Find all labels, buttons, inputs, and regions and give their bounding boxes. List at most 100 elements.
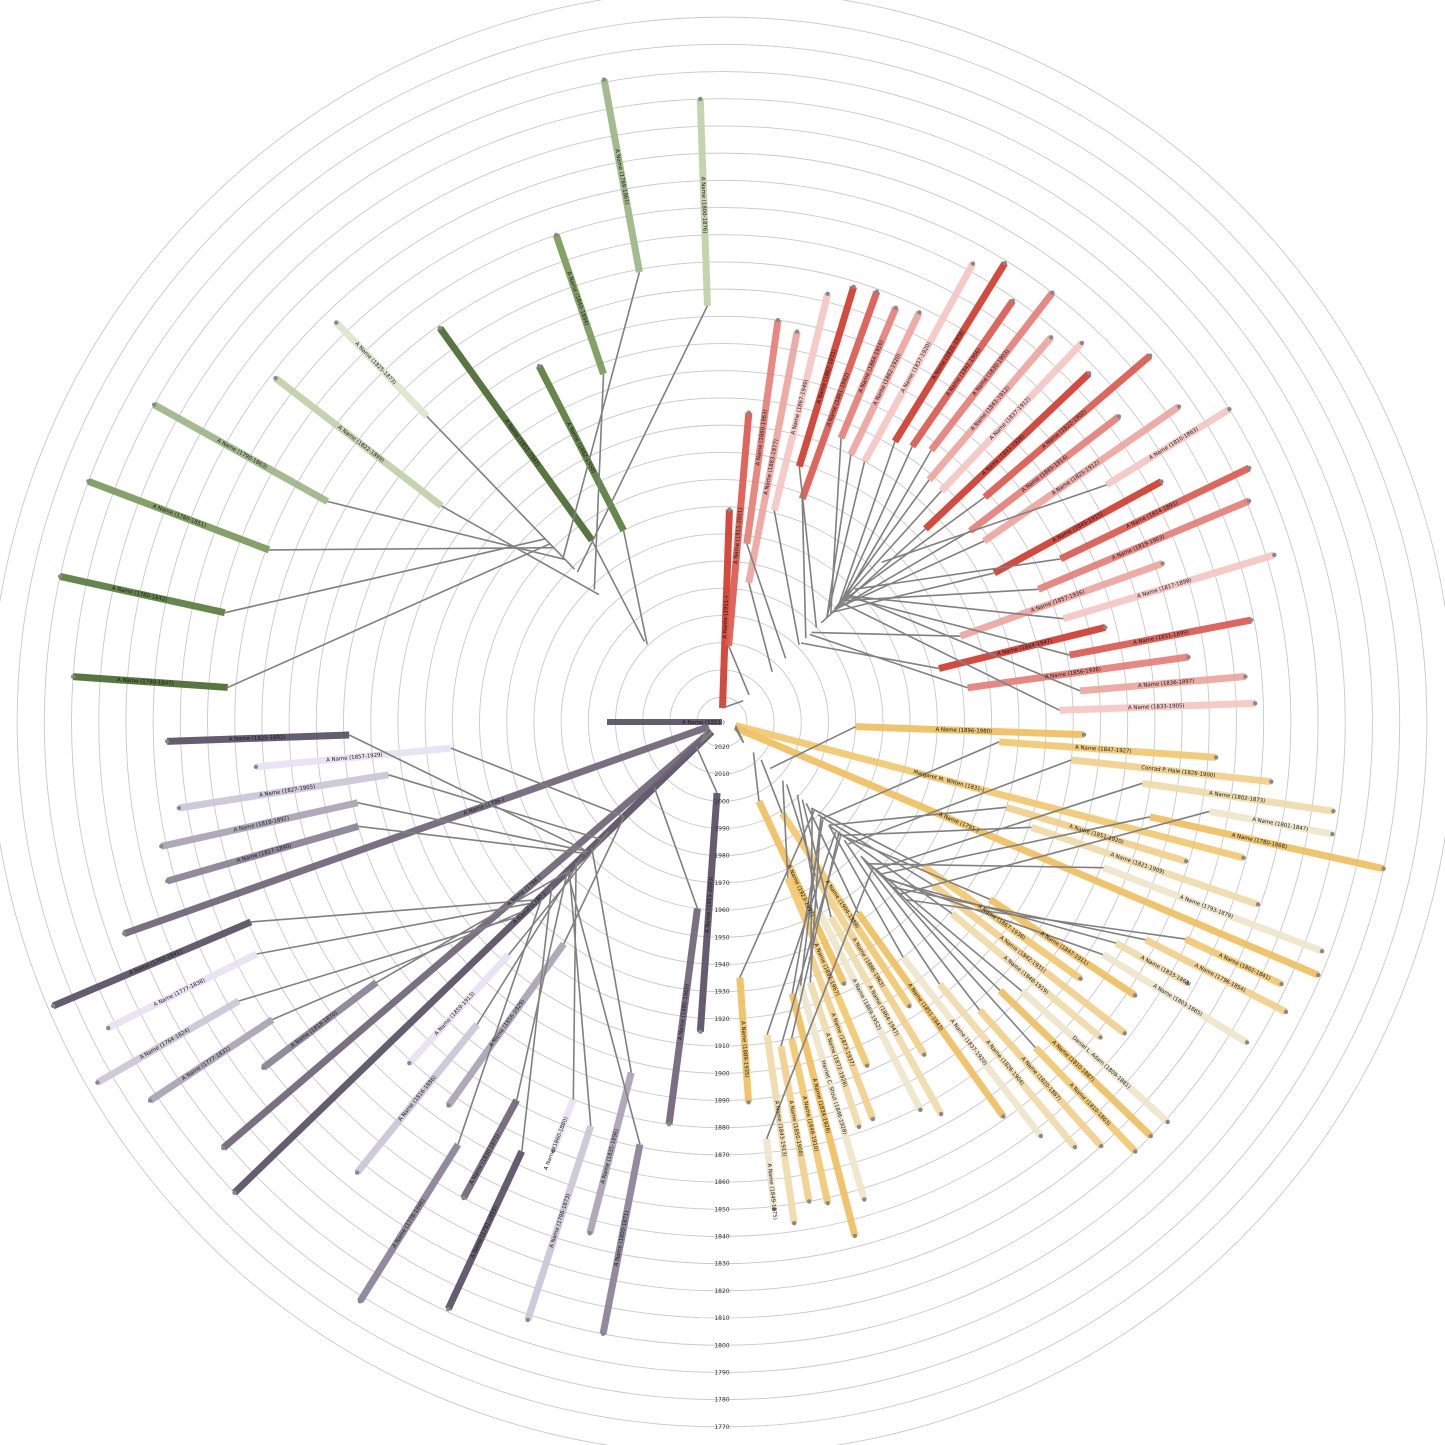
branch-node [147,1098,153,1103]
person-bar [1183,935,1283,988]
year-tick-label: 1980 [714,853,729,860]
year-tick-label: 1790 [714,1369,729,1376]
connector-line [848,759,1072,845]
person-bar [273,375,444,509]
connector-line [765,867,874,1140]
person-bar [1059,699,1256,714]
year-ring [261,261,1183,1183]
connector-line [224,538,546,614]
branch-node [1227,406,1232,412]
person-bar [725,412,753,647]
branch-node [261,1065,266,1070]
branch-node [1078,976,1083,981]
connector-line [590,847,633,1073]
year-tick-label: 1870 [714,1152,729,1159]
person-bar [938,624,1107,672]
branch-node [221,1145,226,1151]
person-bar [1030,824,1260,908]
connector-line [881,484,1107,563]
person-label: A Name (1818-1892) [233,816,290,834]
family-branches [51,78,1385,1335]
year-ring [451,451,993,993]
person-bar [928,290,1056,453]
person-bar [354,1022,480,1175]
connector-line [572,862,577,1100]
year-tick-label: 1970 [714,880,729,887]
year-ring [506,506,938,938]
connector-line [839,826,1032,837]
person-bar [795,285,857,468]
connector-line [830,438,842,614]
connector-line [521,886,553,1152]
branch-node [95,1080,100,1085]
person-bar [938,340,1085,494]
year-ring [71,71,1373,1373]
year-tick-label: 1830 [714,1261,729,1268]
branch-node [852,1233,858,1239]
person-bar [460,1098,520,1200]
connector-line [568,869,592,1126]
year-ring [98,98,1346,1346]
connector-line [860,855,1001,992]
branch-node [1001,1114,1006,1119]
person-bar [1005,803,1188,865]
person-bar [734,722,1245,862]
branch-node [50,1003,56,1009]
person-label: A Name (1798-1873) [549,1193,572,1249]
person-label: A Name (1814-1891) [1125,500,1179,530]
branch-node [1010,298,1015,304]
person-bar [148,1016,275,1104]
person-label: A Name (1789-1861) [613,149,629,206]
branch-node [727,507,732,512]
person-bar [1114,940,1189,987]
branch-node [918,1107,923,1112]
person-label: A Name (1822-1899) [336,425,385,464]
person-bar [445,1149,525,1311]
year-tick-label: 1820 [714,1288,729,1295]
person-bar [1149,813,1385,873]
connector-line [388,774,601,841]
connector-line [780,836,842,1047]
connector-line [722,700,744,709]
year-ring [234,234,1210,1210]
branch-node [1283,1009,1289,1015]
person-bar [160,799,359,850]
branch-node [164,739,170,744]
person-label: A Name (1880-1960) [678,984,691,1041]
year-ring [343,343,1101,1101]
person-bar [784,876,871,1068]
person-bar [923,370,1092,532]
branch-node [1159,479,1164,484]
branch-node [1241,855,1246,861]
person-bar [166,731,350,745]
year-tick-label: 1880 [714,1125,729,1132]
branch-node [437,325,443,331]
person-label: A Name (1889-1935) [739,1021,749,1078]
year-tick-label: 1950 [714,934,729,941]
connector-line [883,878,1036,1049]
branch-node [1381,866,1386,871]
connector-line [695,746,718,794]
person-label: A Name (1790-1863) [216,438,268,471]
connector-line [727,645,750,696]
branch-node [1247,465,1252,471]
connector-line [699,726,710,744]
connector-line [842,449,932,602]
branch-node [1269,779,1274,784]
connector-line [839,446,914,604]
person-bar [123,723,710,937]
connector-line [238,915,522,1002]
person-bar [152,401,330,505]
branch-node [1038,1133,1044,1139]
person-bar [977,1007,1104,1149]
branch-node [1330,831,1335,837]
person-label: A Name (1816-1886) [397,1075,437,1123]
person-bar [59,573,226,617]
person-label: A Name (1826-1904) [984,1039,1025,1086]
year-tick-label: 2020 [714,744,729,751]
person-bar [1144,936,1288,1015]
branch-node [354,1170,360,1175]
person-label: A Name (1800-1876) [699,177,707,234]
connector-line [837,441,896,606]
year-ring [560,560,884,884]
